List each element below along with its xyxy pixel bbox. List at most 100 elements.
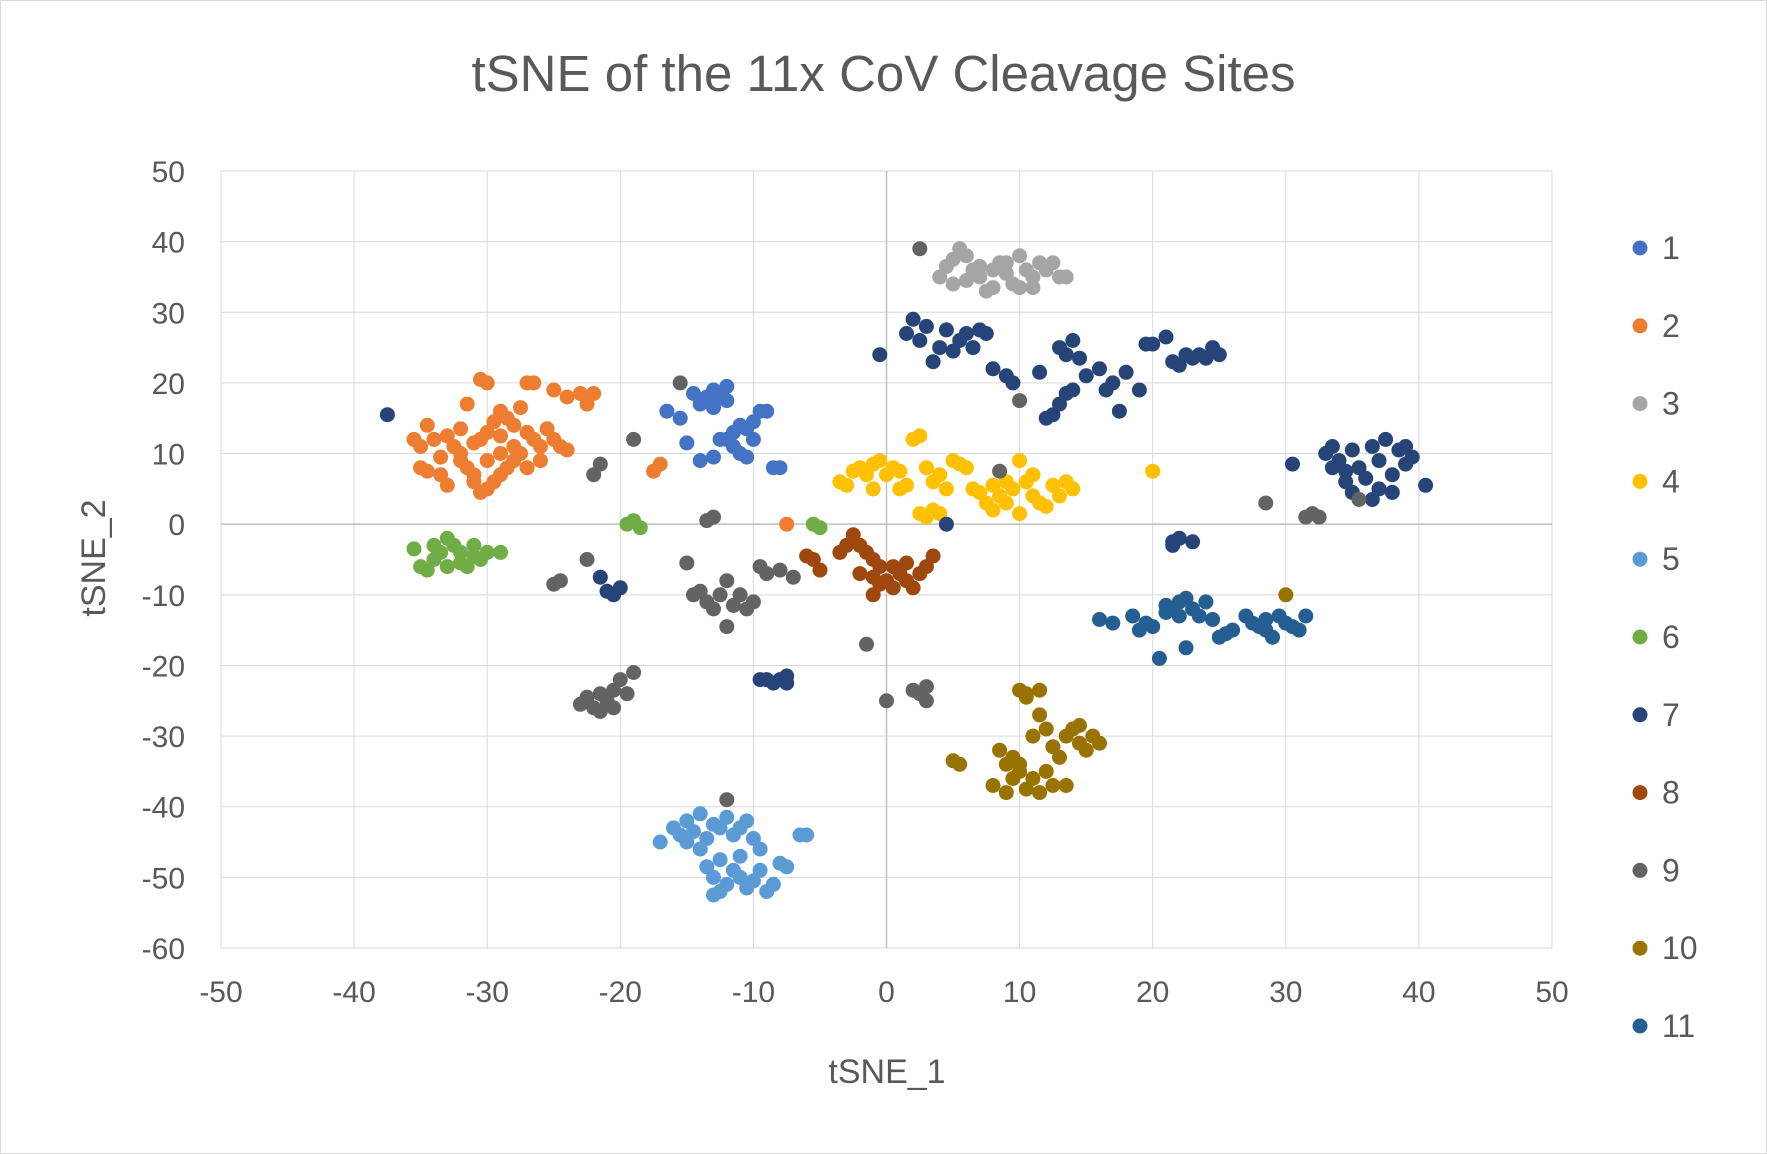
data-point [1092, 735, 1107, 751]
data-point [1038, 763, 1054, 779]
data-point [932, 467, 948, 483]
data-point [925, 548, 941, 564]
data-point [1358, 470, 1374, 486]
data-point [466, 467, 482, 483]
x-tick-label: 40 [1402, 976, 1435, 1009]
data-point [679, 834, 695, 850]
data-point [413, 439, 429, 454]
data-point [1324, 439, 1340, 454]
data-point [1012, 506, 1028, 522]
data-point [706, 887, 721, 903]
data-point [1052, 488, 1067, 504]
legend-item: 9 [1632, 852, 1680, 888]
data-point [1078, 368, 1094, 384]
data-point [1005, 749, 1021, 765]
data-point [1371, 481, 1387, 497]
data-point [1131, 382, 1147, 398]
legend-item: 5 [1632, 541, 1680, 577]
data-point [719, 792, 735, 808]
data-point [1378, 431, 1394, 447]
data-point [1025, 269, 1041, 285]
data-point [513, 400, 528, 416]
data-point [945, 276, 961, 292]
data-point [559, 442, 575, 458]
data-point [745, 594, 761, 610]
data-point [1092, 612, 1107, 627]
data-point [799, 827, 815, 843]
data-point [1258, 612, 1274, 627]
data-point [779, 668, 795, 684]
data-point [1032, 785, 1048, 801]
data-point [1311, 509, 1327, 525]
data-point [1065, 481, 1081, 497]
data-point [978, 326, 994, 341]
data-point [952, 756, 968, 772]
data-point [998, 495, 1014, 511]
data-point [912, 333, 928, 348]
data-point [1065, 333, 1081, 348]
data-point [772, 460, 788, 476]
data-point [706, 449, 721, 465]
data-point [479, 453, 495, 469]
data-point [985, 477, 1001, 493]
series-4 [832, 428, 1161, 525]
data-point [692, 806, 708, 822]
data-point [892, 463, 908, 479]
data-point [526, 375, 542, 391]
data-point [985, 361, 1001, 377]
data-point [606, 700, 622, 716]
data-point [1058, 778, 1074, 793]
data-point [1078, 742, 1094, 758]
data-point [1205, 612, 1221, 627]
y-tick-label: 10 [152, 439, 185, 472]
data-point [985, 778, 1001, 793]
data-point [586, 386, 602, 401]
data-point [559, 389, 575, 405]
data-point [1125, 608, 1141, 624]
y-tick-label: -40 [142, 792, 185, 825]
data-point [719, 809, 735, 825]
data-point [772, 562, 788, 578]
data-point [752, 841, 768, 857]
data-point [992, 742, 1008, 758]
data-point [1278, 587, 1294, 603]
data-point [1045, 255, 1061, 271]
data-point [1005, 481, 1021, 497]
data-point [1298, 608, 1314, 624]
data-point [652, 834, 668, 850]
y-tick-label: -30 [142, 721, 185, 754]
legend-label: 5 [1662, 541, 1680, 577]
data-point [1178, 640, 1194, 656]
data-point [632, 520, 648, 536]
series-3 [932, 241, 1074, 299]
data-point [958, 460, 974, 476]
x-tick-label: 0 [878, 976, 895, 1009]
series-11 [1092, 590, 1314, 666]
data-point [1105, 375, 1121, 391]
data-point [1012, 248, 1028, 264]
data-point [433, 467, 449, 483]
legend-marker [1632, 473, 1648, 489]
y-axis-label: tSNE_2 [75, 499, 113, 616]
data-point [712, 587, 728, 603]
legend-marker [1632, 551, 1648, 567]
data-point [885, 559, 901, 575]
data-point [453, 544, 469, 560]
data-point [1185, 534, 1201, 550]
data-point [506, 439, 522, 454]
data-point [759, 403, 775, 419]
data-point [466, 537, 482, 553]
data-point [918, 679, 934, 695]
y-tick-label: 50 [152, 156, 185, 189]
series-7 [379, 311, 1434, 691]
data-point [1364, 439, 1380, 454]
legend-marker [1632, 396, 1648, 412]
data-point [912, 428, 928, 444]
data-point [972, 258, 988, 274]
data-point [998, 255, 1014, 271]
data-point [872, 576, 888, 592]
data-point [992, 463, 1008, 479]
data-point [679, 435, 695, 451]
data-point [1032, 682, 1048, 698]
x-tick-label: 20 [1136, 976, 1169, 1009]
